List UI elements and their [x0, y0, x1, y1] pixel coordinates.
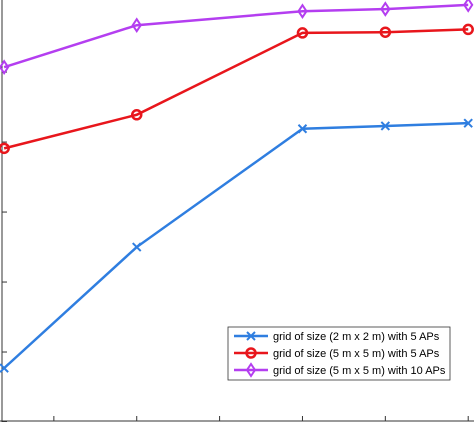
marker [0, 142, 10, 155]
series-line [3, 3, 469, 69]
marker [0, 363, 9, 373]
marker [245, 347, 257, 359]
marker [131, 17, 142, 33]
series-line [3, 28, 469, 150]
marker [297, 124, 308, 134]
marker [380, 1, 391, 17]
marker [0, 59, 10, 75]
marker [246, 331, 256, 341]
marker [462, 0, 474, 13]
legend: grid of size (2 m x 2 m) with 5 APs grid … [227, 326, 451, 381]
legend-label: grid of size (2 m x 2 m) with 5 APs [273, 331, 440, 343]
marker [296, 27, 309, 39]
marker [130, 109, 143, 121]
marker [380, 121, 391, 131]
marker [132, 242, 142, 252]
marker [245, 362, 257, 378]
marker [379, 26, 392, 38]
legend-label: grid of size (5 m x 5 m) with 5 APs [273, 348, 440, 360]
marker [297, 3, 308, 20]
marker [463, 118, 473, 128]
marker [462, 23, 474, 36]
legend-label: grid of size (5 m x 5 m) with 10 APs [273, 365, 446, 377]
